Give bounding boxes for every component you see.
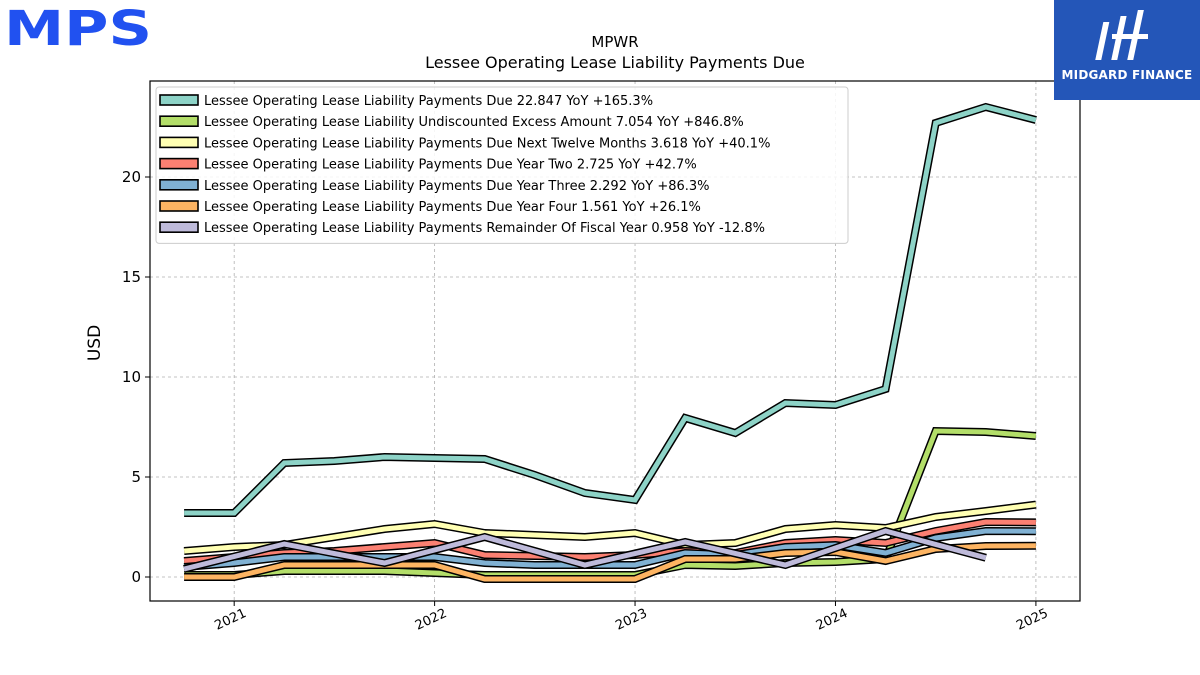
series-line-7 xyxy=(183,528,987,572)
mps-logo-text: MPS xyxy=(4,4,152,50)
legend-label-2: Lessee Operating Lease Liability Undisco… xyxy=(204,115,744,130)
x-tick-label: 2024 xyxy=(814,606,850,634)
legend-swatch-3 xyxy=(159,136,199,149)
series-lines xyxy=(183,102,1037,583)
midgard-finance-logo: MIDGARD FINANCE xyxy=(1054,0,1200,100)
mps-logo: MPS xyxy=(4,1,154,57)
series-line-3 xyxy=(183,502,1037,554)
y-tick-label: 0 xyxy=(131,568,141,586)
x-axis: 2021 2022 2023 2024 2025 xyxy=(213,601,1051,634)
x-tick-label: 2023 xyxy=(613,606,649,634)
legend-label-1: Lessee Operating Lease Liability Payment… xyxy=(204,94,653,109)
x-tick-label: 2021 xyxy=(213,606,249,634)
midgard-emblem-icon xyxy=(1095,10,1148,60)
legend-label-7: Lessee Operating Lease Liability Payment… xyxy=(204,221,765,236)
midgard-finance-wordmark: MIDGARD FINANCE xyxy=(1061,68,1193,82)
x-tick-label: 2022 xyxy=(413,606,449,634)
legend-swatch-5 xyxy=(159,179,199,191)
y-axis-label: USD xyxy=(85,324,105,362)
y-tick-label: 5 xyxy=(131,468,141,486)
legend-label-4: Lessee Operating Lease Liability Payment… xyxy=(204,158,697,173)
y-tick-label: 10 xyxy=(122,368,141,386)
legend-label-5: Lessee Operating Lease Liability Payment… xyxy=(204,179,710,194)
legend-swatch-1 xyxy=(159,94,199,106)
series-line-6 xyxy=(184,543,1036,582)
chart-title: MPWR xyxy=(591,33,639,51)
legend-swatch-6 xyxy=(159,200,199,212)
legend-swatch-7 xyxy=(159,221,199,233)
legend-label-3: Lessee Operating Lease Liability Payment… xyxy=(204,136,770,151)
y-axis: 0 5 10 15 20 xyxy=(122,168,150,586)
y-tick-label: 20 xyxy=(122,168,141,186)
legend-swatch-4 xyxy=(159,157,199,170)
legend: Lessee Operating Lease Liability Payment… xyxy=(155,86,849,244)
series-line-1 xyxy=(184,104,1037,516)
legend-box xyxy=(155,86,849,244)
chart-subtitle: Lessee Operating Lease Liability Payment… xyxy=(425,53,805,72)
plot-frame xyxy=(149,80,1081,602)
legend-label-6: Lessee Operating Lease Liability Payment… xyxy=(204,200,701,215)
x-tick-label: 2025 xyxy=(1014,606,1050,634)
legend-swatch-2 xyxy=(159,115,199,127)
series-line-5 xyxy=(183,528,1036,570)
y-tick-label: 15 xyxy=(122,268,141,286)
